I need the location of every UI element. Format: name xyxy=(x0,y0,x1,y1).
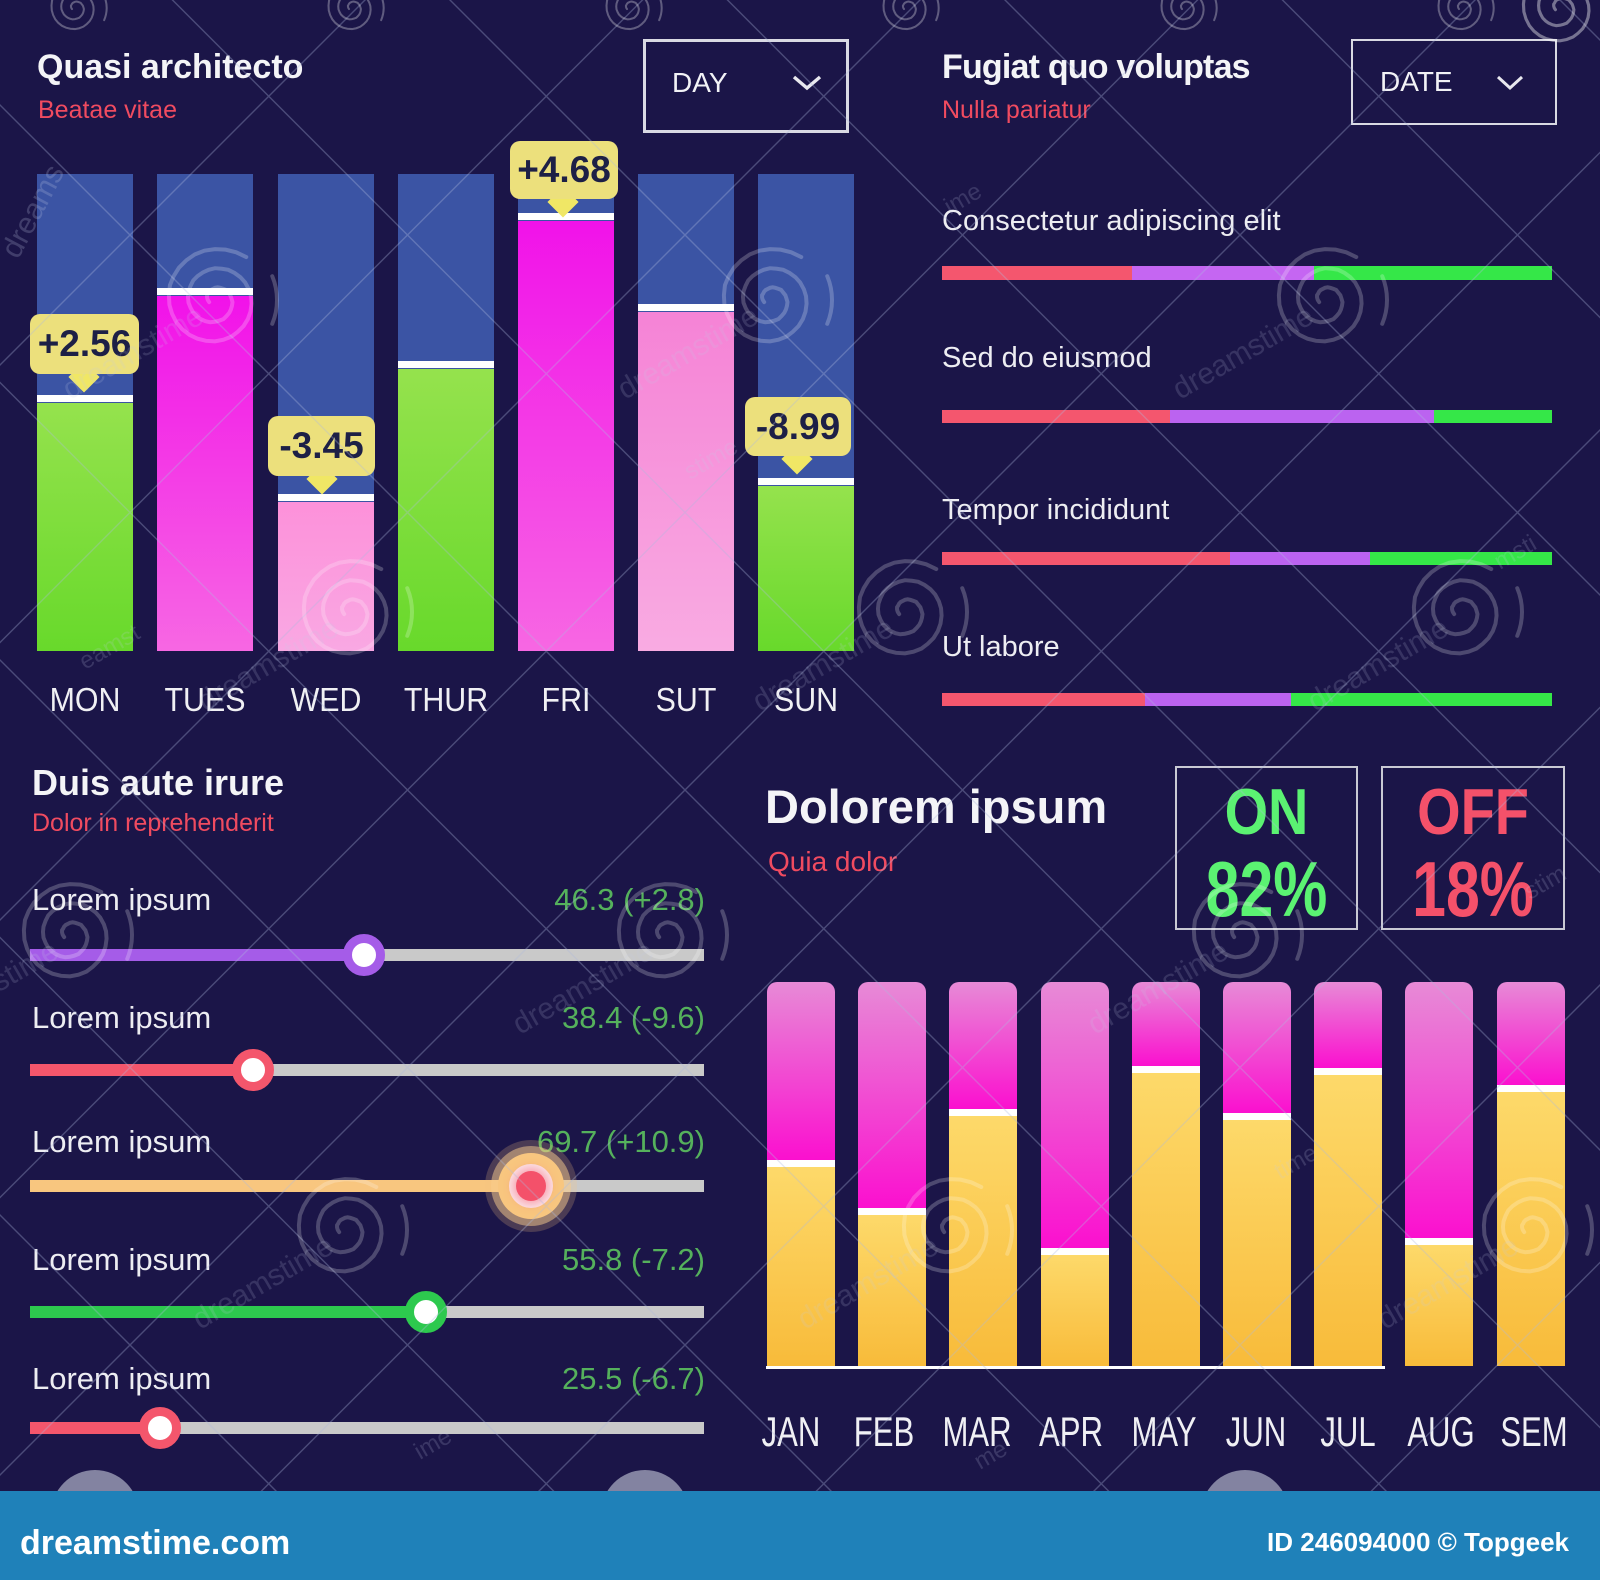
svg-text:dreamstime: dreamstime xyxy=(1167,299,1319,406)
